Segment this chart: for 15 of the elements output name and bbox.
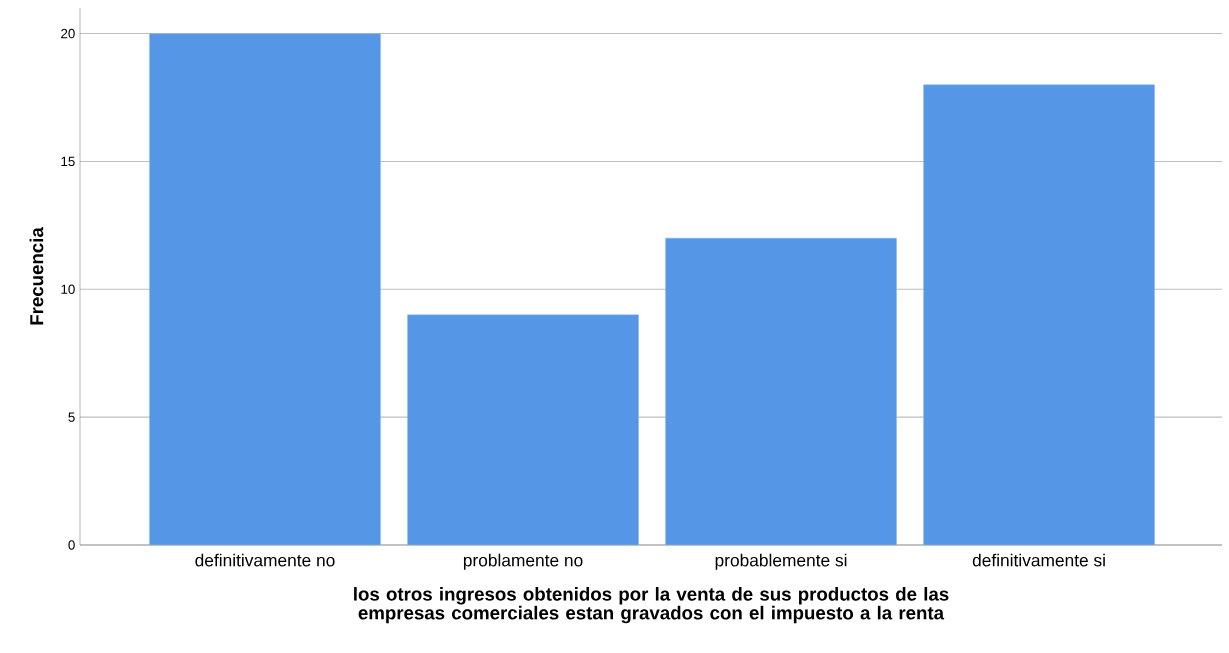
x-tick-label: probablemente si [715, 553, 847, 570]
y-axis-title: Frecuencia [29, 227, 44, 325]
y-tick-label: 20 [61, 28, 75, 39]
x-tick-label: definitivamente si [972, 553, 1105, 567]
bar [923, 84, 1155, 545]
x-tick-label: problamente no [463, 553, 583, 570]
y-tick-label: 15 [61, 156, 75, 167]
bar [149, 33, 381, 545]
bar [665, 237, 897, 545]
y-tick-label: 0 [68, 540, 75, 550]
x-axis-title: los otros ingresos obtenidos por la venta de sus productos de las empresas comerciales estan gravados con el impuesto a la renta [354, 587, 949, 624]
bar [407, 314, 639, 545]
y-tick-label: 5 [68, 412, 75, 422]
y-tick-label: 10 [61, 284, 75, 294]
x-tick-label: definitivamente no [195, 553, 335, 567]
